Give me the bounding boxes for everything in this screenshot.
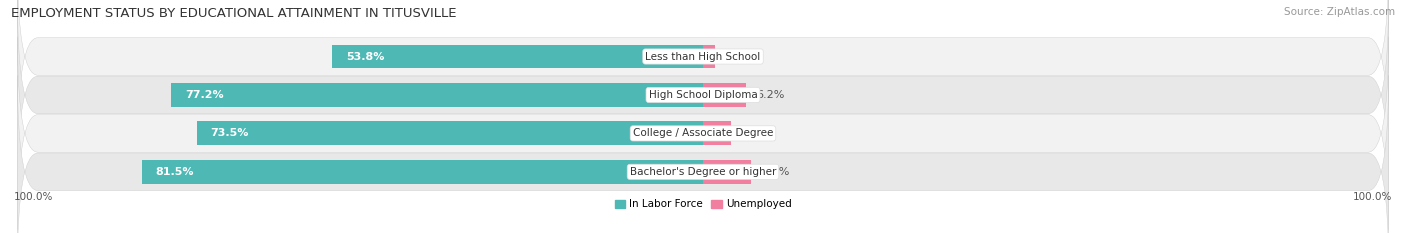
Text: 53.8%: 53.8% — [346, 51, 384, 62]
FancyBboxPatch shape — [17, 0, 1389, 192]
Text: 100.0%: 100.0% — [14, 192, 53, 202]
Bar — [197, 121, 703, 145]
Text: 1.7%: 1.7% — [725, 51, 754, 62]
Bar — [332, 45, 703, 69]
Legend: In Labor Force, Unemployed: In Labor Force, Unemployed — [610, 195, 796, 213]
Text: Bachelor's Degree or higher: Bachelor's Degree or higher — [630, 167, 776, 177]
Text: 6.2%: 6.2% — [756, 90, 785, 100]
Text: 6.9%: 6.9% — [761, 167, 789, 177]
Text: 77.2%: 77.2% — [186, 90, 224, 100]
Bar — [142, 160, 703, 184]
Bar — [703, 83, 745, 107]
Bar — [703, 45, 714, 69]
Bar — [703, 160, 751, 184]
Text: College / Associate Degree: College / Associate Degree — [633, 128, 773, 138]
FancyBboxPatch shape — [17, 0, 1389, 153]
FancyBboxPatch shape — [17, 37, 1389, 230]
Bar — [703, 121, 731, 145]
Text: EMPLOYMENT STATUS BY EDUCATIONAL ATTAINMENT IN TITUSVILLE: EMPLOYMENT STATUS BY EDUCATIONAL ATTAINM… — [11, 7, 457, 20]
Text: 81.5%: 81.5% — [155, 167, 194, 177]
Bar — [172, 83, 703, 107]
Text: Less than High School: Less than High School — [645, 51, 761, 62]
FancyBboxPatch shape — [17, 75, 1389, 233]
Text: High School Diploma: High School Diploma — [648, 90, 758, 100]
Text: Source: ZipAtlas.com: Source: ZipAtlas.com — [1284, 7, 1395, 17]
Text: 100.0%: 100.0% — [1353, 192, 1392, 202]
Text: 73.5%: 73.5% — [211, 128, 249, 138]
Text: 4.1%: 4.1% — [741, 128, 770, 138]
